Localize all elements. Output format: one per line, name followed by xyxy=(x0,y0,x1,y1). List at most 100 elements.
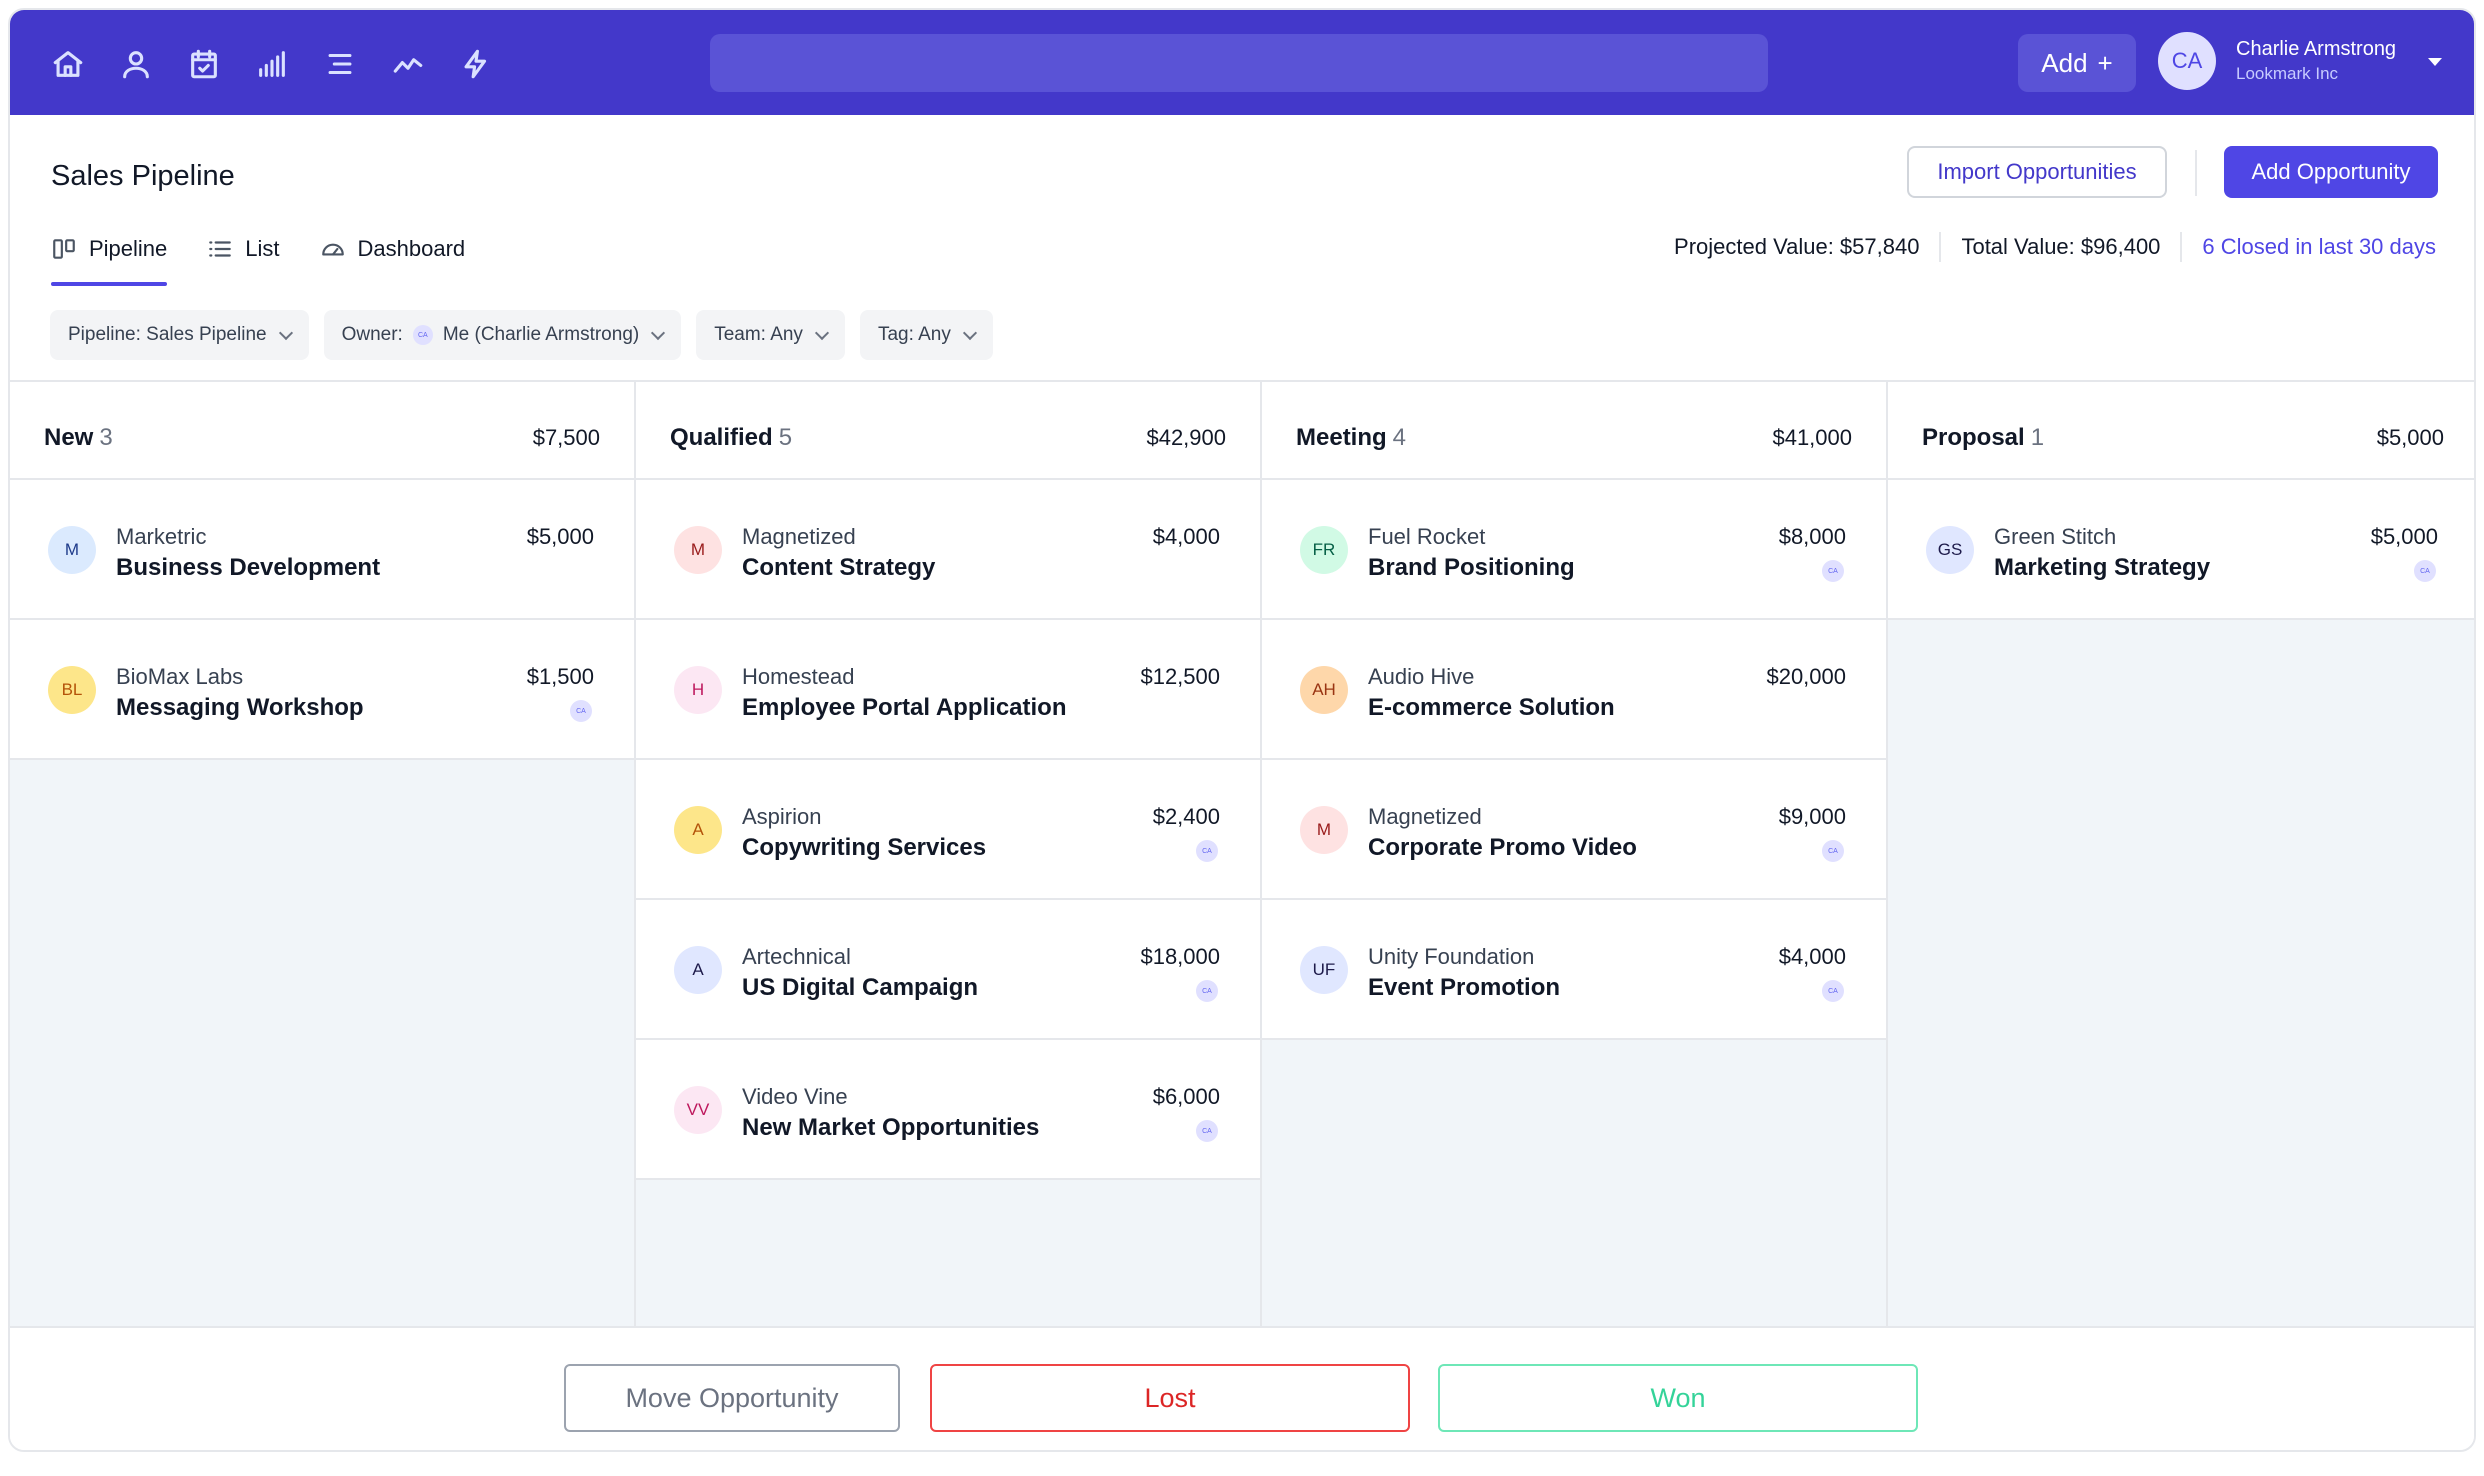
calendar-icon[interactable] xyxy=(186,46,222,82)
column-count: 3 xyxy=(99,424,113,451)
add-opportunity-button[interactable]: Add Opportunity xyxy=(2224,146,2438,198)
owner-avatar: CA xyxy=(1196,980,1218,1002)
opportunity-card[interactable]: M Magnetized Content Strategy $4,000 xyxy=(636,480,1260,620)
opportunity-card[interactable]: H Homestead Employee Portal Application $12… xyxy=(636,620,1260,760)
view-tabs: Pipeline List Dashboard xyxy=(51,228,466,286)
search-input[interactable] xyxy=(710,34,1768,92)
opportunity-name: Employee Portal Application xyxy=(742,694,1067,721)
column-name: Meeting 4 xyxy=(1296,424,1406,452)
filter-label: Tag: Any xyxy=(877,324,951,345)
company-avatar: H xyxy=(674,666,722,714)
page-title: Sales Pipeline xyxy=(51,160,235,192)
owner-avatar: CA xyxy=(1822,560,1844,582)
opportunity-card[interactable]: M Marketric Business Development $5,000 xyxy=(10,480,634,620)
home-icon[interactable] xyxy=(50,46,86,82)
signal-bars-icon[interactable] xyxy=(254,46,290,82)
company-avatar: FR xyxy=(1300,526,1348,574)
won-button[interactable]: Won xyxy=(1438,1364,1918,1432)
trend-icon[interactable] xyxy=(390,46,426,82)
add-button-label: Add xyxy=(2041,47,2088,78)
divider xyxy=(1939,232,1942,262)
filter-label: Team: Any xyxy=(714,324,803,345)
opportunity-amount: $5,000 xyxy=(2370,524,2438,549)
chevron-down-icon xyxy=(278,325,293,341)
filter-bar: Pipeline: Sales Pipeline Owner: CA Me (C… xyxy=(50,310,993,360)
team-filter[interactable]: Team: Any xyxy=(696,310,845,360)
opportunity-amount: $5,000 xyxy=(526,524,594,549)
import-opportunities-button[interactable]: Import Opportunities xyxy=(1907,146,2167,198)
column-count: 1 xyxy=(2030,424,2045,451)
opportunity-name: New Market Opportunities xyxy=(742,1114,1040,1141)
tab-dashboard[interactable]: Dashboard xyxy=(320,228,466,270)
user-menu[interactable]: CA Charlie Armstrong Lookmark Inc xyxy=(2158,32,2442,90)
owner-avatar: CA xyxy=(1822,980,1844,1002)
tab-list[interactable]: List xyxy=(207,228,280,270)
opportunity-amount: $18,000 xyxy=(1140,944,1220,969)
opportunity-name: US Digital Campaign xyxy=(742,974,979,1001)
opportunity-card[interactable]: A Aspirion Copywriting Services $2,400 CA xyxy=(636,760,1260,900)
column-header: Qualified 5 $42,900 xyxy=(636,382,1260,480)
opportunity-name: Brand Positioning xyxy=(1368,554,1575,581)
opportunity-card[interactable]: VV Video Vine New Market Opportunities $6,0… xyxy=(636,1040,1260,1180)
user-icon[interactable] xyxy=(118,46,154,82)
list-icon xyxy=(209,241,232,257)
owner-avatar: CA xyxy=(1196,840,1218,862)
opportunity-card[interactable]: A Artechnical US Digital Campaign $18,000 CA xyxy=(636,900,1260,1040)
opportunity-card[interactable]: UF Unity Foundation Event Promotion $4,000 C… xyxy=(1262,900,1886,1040)
opportunity-amount: $4,000 xyxy=(1152,524,1220,549)
owner-avatar: CA xyxy=(1822,840,1844,862)
move-opportunity-button[interactable]: Move Opportunity xyxy=(564,1364,900,1432)
lost-button[interactable]: Lost xyxy=(930,1364,1410,1432)
opportunity-amount: $12,500 xyxy=(1140,664,1220,689)
owner-filter[interactable]: Owner: CA Me (Charlie Armstrong) xyxy=(323,310,682,360)
tab-pipeline[interactable]: Pipeline xyxy=(51,228,168,286)
company-name: BioMax Labs xyxy=(116,664,244,689)
opportunity-card[interactable]: GS Green Stitch Marketing Strategy $5,000 CA xyxy=(1888,480,2474,620)
column-header: Proposal 1 $5,000 xyxy=(1888,382,2474,480)
pipeline-column: Meeting 4 $41,000 FR Fuel Rocket Brand Positi… xyxy=(1262,382,1888,1326)
lightning-icon[interactable] xyxy=(458,46,494,82)
opportunity-card[interactable]: AH Audio Hive E-commerce Solution $20,000 xyxy=(1262,620,1886,760)
divider xyxy=(2180,232,2183,262)
opportunity-name: Corporate Promo Video xyxy=(1368,834,1637,861)
pipeline-filter[interactable]: Pipeline: Sales Pipeline xyxy=(50,310,309,360)
user-name: Charlie Armstrong xyxy=(2236,38,2397,60)
company-avatar: A xyxy=(674,806,722,854)
owner-avatar: CA xyxy=(2414,560,2436,582)
pipeline-column: New 3 $7,500 M Marketric Business Development… xyxy=(10,382,636,1326)
company-name: Artechnical xyxy=(742,944,851,969)
opportunity-card[interactable]: BL BioMax Labs Messaging Workshop $1,500 CA xyxy=(10,620,634,760)
user-org: Lookmark Inc xyxy=(2236,64,2339,83)
company-name: Green Stitch xyxy=(1994,524,2117,549)
caret-down-icon xyxy=(2428,58,2442,66)
opportunity-name: Copywriting Services xyxy=(742,834,987,861)
company-avatar: M xyxy=(1300,806,1348,854)
company-avatar: BL xyxy=(48,666,96,714)
company-name: Magnetized xyxy=(742,524,856,549)
company-name: Aspirion xyxy=(742,804,822,829)
filter-label: Pipeline: Sales Pipeline xyxy=(68,324,267,345)
menu-lines-icon[interactable] xyxy=(322,46,358,82)
opportunity-card[interactable]: FR Fuel Rocket Brand Positioning $8,000 CA xyxy=(1262,480,1886,620)
company-name: Magnetized xyxy=(1368,804,1482,829)
opportunity-card[interactable]: M Magnetized Corporate Promo Video $9,000 CA xyxy=(1262,760,1886,900)
opportunity-name: Messaging Workshop xyxy=(116,694,364,721)
tag-filter[interactable]: Tag: Any xyxy=(859,310,993,360)
opportunity-name: Event Promotion xyxy=(1368,974,1561,1001)
closed-recent-link[interactable]: 6 Closed in last 30 days xyxy=(2202,234,2436,259)
column-total: $42,900 xyxy=(1146,425,1226,450)
column-header: Meeting 4 $41,000 xyxy=(1262,382,1886,480)
chevron-down-icon xyxy=(814,325,830,341)
company-name: Homestead xyxy=(742,664,855,689)
add-button[interactable]: Add + xyxy=(2018,34,2136,92)
company-avatar: AH xyxy=(1300,666,1348,714)
company-name: Audio Hive xyxy=(1368,664,1475,689)
column-name: Proposal 1 xyxy=(1922,424,2044,452)
top-navigation-bar: Add + CA Charlie Armstrong Lookmark Inc xyxy=(10,10,2474,115)
chevron-down-icon xyxy=(962,325,977,341)
company-name: Video Vine xyxy=(742,1084,848,1109)
column-name: Qualified 5 xyxy=(670,424,792,452)
column-total: $5,000 xyxy=(2376,425,2444,450)
owner-avatar: CA xyxy=(1196,1120,1218,1142)
tab-label: Dashboard xyxy=(357,236,466,261)
